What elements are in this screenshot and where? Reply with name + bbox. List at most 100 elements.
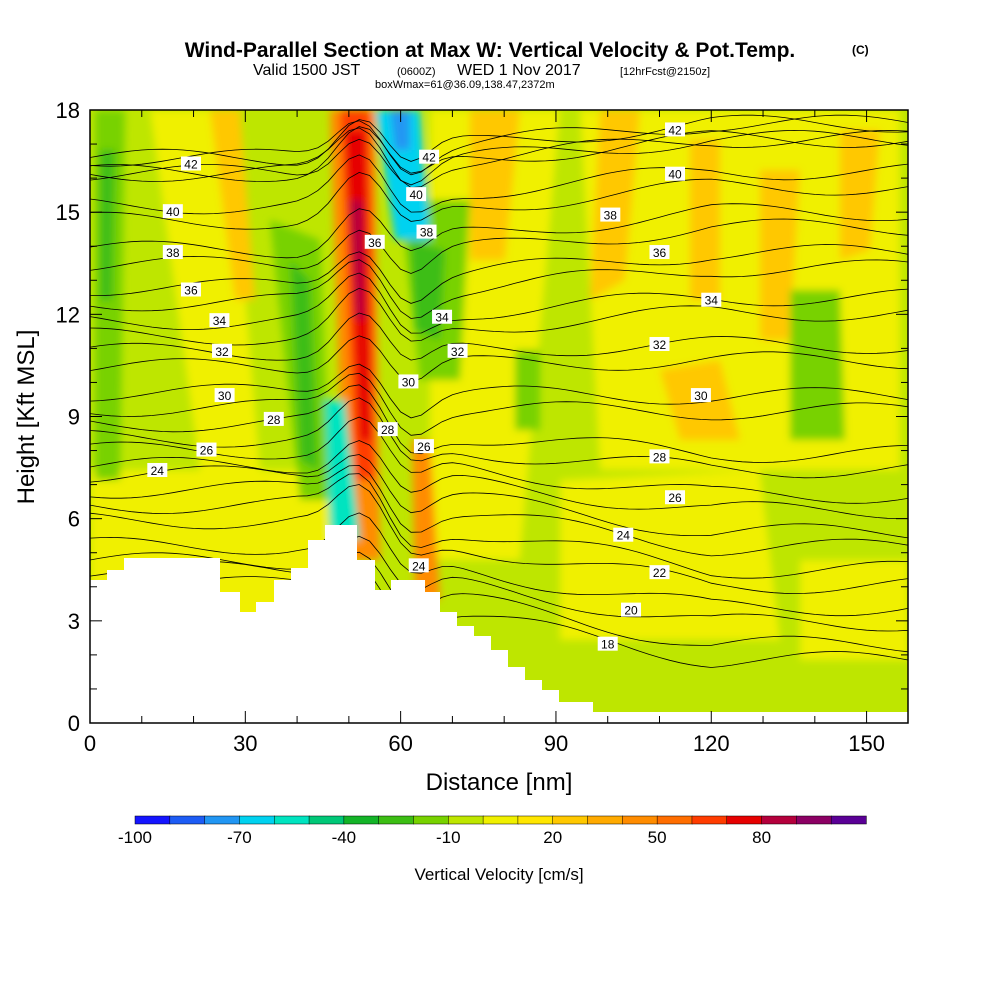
contour-label: 32 [653, 338, 667, 352]
theta-contour-line [90, 203, 908, 259]
box-info: boxWmax=61@36.09,138.47,2372m [375, 79, 555, 91]
contour-label-box [408, 558, 429, 573]
field-patch [590, 110, 640, 300]
contour-label-box [416, 224, 437, 239]
colorbar-swatch [378, 815, 415, 825]
colorbar-tick-label: 80 [752, 828, 771, 847]
theta-contour-line [90, 372, 908, 436]
chart-title: Wind-Parallel Section at Max W: Vertical… [185, 39, 796, 62]
colorbar-tick-label: -10 [436, 828, 461, 847]
field-patch [410, 240, 445, 340]
contour-label: 42 [422, 151, 436, 165]
theta-contour-line [90, 416, 908, 504]
contour-label-box [447, 343, 468, 358]
contour-label-box [690, 388, 711, 403]
contour-label: 34 [213, 314, 227, 328]
theta-contour-line [90, 551, 908, 653]
contour-label-box [162, 204, 183, 219]
contour-label-box [406, 187, 427, 202]
colorbar-swatch [796, 815, 832, 825]
field-patch [790, 290, 845, 440]
contour-label-box [263, 411, 284, 426]
colorbar-swatch [622, 815, 658, 825]
theta-contour-line [90, 154, 908, 215]
field-patch [840, 130, 880, 260]
x-axis: 0 30 60 90 120 150 [84, 110, 885, 756]
field-patch [100, 150, 115, 300]
colorbar-tick-label: -40 [332, 828, 357, 847]
colorbar-swatch [691, 815, 728, 825]
contour-label: 30 [402, 375, 416, 389]
contour-label: 40 [668, 168, 682, 182]
contour-label: 40 [166, 205, 180, 219]
theta-contour-line [90, 473, 908, 579]
field-patch [800, 560, 908, 660]
contour-label: 26 [668, 491, 682, 505]
field-patch [390, 110, 410, 150]
contour-label: 36 [184, 283, 198, 297]
contour-label-box [613, 527, 634, 542]
colorbar-swatch [343, 815, 380, 825]
contour-label-box [214, 388, 235, 403]
x-tick-label: 0 [84, 731, 96, 756]
contour-label-box [212, 343, 233, 358]
contour-label: 28 [653, 450, 667, 464]
contour-label-box [665, 122, 686, 137]
x-tick-label: 30 [233, 731, 257, 756]
contour-label: 38 [604, 209, 618, 223]
contour-label: 28 [267, 413, 281, 427]
colorbar-tick-label: 50 [648, 828, 667, 847]
colorbar-swatch [656, 815, 693, 825]
colorbar-swatch [169, 815, 206, 825]
theta-contour-line [90, 484, 908, 595]
contour-label-box [419, 149, 440, 164]
subtitle-date: WED 1 Nov 2017 [457, 62, 581, 79]
colorbar-tick-label: -100 [118, 828, 152, 847]
contour-label-box [649, 565, 670, 580]
colorbar-swatch [308, 815, 345, 825]
contour-label-box [209, 313, 230, 328]
contour-label: 32 [215, 345, 229, 359]
theta-contour-line [90, 564, 908, 668]
subtitle-valid: Valid 1500 JST [253, 62, 361, 79]
theta-contour-line [90, 440, 908, 519]
contour-label-box [701, 292, 722, 307]
contour-label-box [180, 156, 201, 171]
colorbar-swatch [552, 815, 589, 825]
contour-label-box [665, 166, 686, 181]
y-tick-label: 9 [68, 405, 80, 430]
contour-labels: 42 40 38 36 34 32 30 28 26 24 42 40 38 36 34 32 30 28 26 24… [147, 122, 722, 652]
contour-label-box [649, 245, 670, 260]
contour-label-box [432, 309, 453, 324]
x-tick-label: 120 [693, 731, 730, 756]
colorbar-swatch [448, 815, 484, 825]
contour-label: 24 [412, 559, 426, 573]
contour-label: 24 [151, 464, 165, 478]
y-tick-label: 3 [68, 609, 80, 634]
field-patch [515, 350, 540, 430]
velocity-field [90, 110, 908, 723]
contour-label: 26 [417, 440, 431, 454]
colorbar-swatch [517, 815, 554, 825]
field-patch [210, 110, 255, 300]
theta-contour-line [90, 464, 908, 557]
colorbar-swatch [761, 815, 798, 825]
colorbar-tick-label: 20 [543, 828, 562, 847]
contour-label-box [180, 282, 201, 297]
contour-label-box [413, 439, 434, 454]
x-tick-label: 90 [544, 731, 568, 756]
terrain [90, 525, 908, 723]
contour-label: 38 [420, 226, 434, 240]
contour-label-box [649, 336, 670, 351]
contour-label: 42 [668, 123, 682, 137]
theta-contour-line [90, 171, 908, 230]
field-patch [290, 260, 318, 470]
contour-label-box [147, 462, 168, 477]
colorbar-swatch [830, 815, 867, 825]
theta-contour-line [90, 363, 908, 419]
colorbar-swatch [587, 815, 623, 825]
contour-label: 40 [409, 188, 423, 202]
